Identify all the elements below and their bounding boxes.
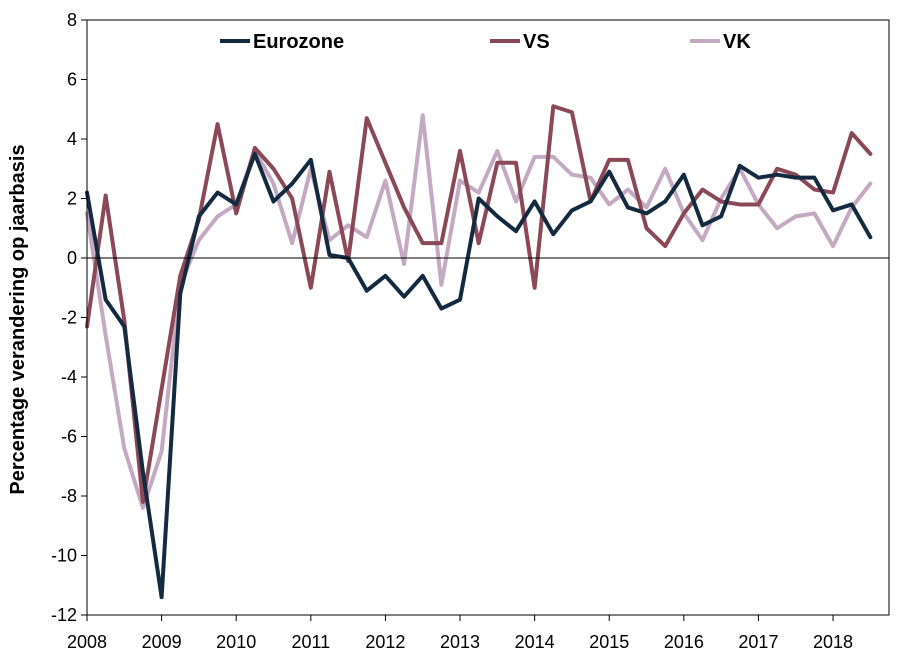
- x-tick-label: 2014: [515, 632, 555, 652]
- y-tick-label: -6: [61, 427, 77, 447]
- x-tick-label: 2010: [216, 632, 256, 652]
- x-tick-label: 2017: [738, 632, 778, 652]
- y-tick-label: 6: [67, 70, 77, 90]
- x-tick-label: 2009: [142, 632, 182, 652]
- legend-label: VS: [523, 31, 550, 53]
- y-tick-label: -10: [51, 546, 77, 566]
- x-tick-label: 2018: [813, 632, 853, 652]
- x-tick-label: 2012: [365, 632, 405, 652]
- legend-label: Eurozone: [253, 31, 344, 53]
- legend-label: VK: [723, 31, 751, 53]
- y-tick-label: 0: [67, 248, 77, 268]
- x-tick-label: 2013: [440, 632, 480, 652]
- x-axis-ticks: 2008 2009 2010 2011 2012 2013 2014 2015 2016 2017…: [67, 615, 853, 652]
- y-tick-label: -12: [51, 605, 77, 625]
- y-tick-label: 8: [67, 10, 77, 30]
- plot-frame: [86, 19, 890, 616]
- series-line-vs: [85, 104, 873, 504]
- x-tick-label: 2011: [291, 632, 330, 652]
- y-tick-label: -8: [61, 486, 77, 506]
- y-axis-ticks: -12 -10 -8 -6 -4 -2 0 2 4 6 8: [51, 10, 87, 625]
- x-tick-label: 2015: [589, 632, 629, 652]
- y-tick-label: 2: [67, 189, 77, 209]
- legend: Eurozone VS VK: [220, 31, 751, 53]
- y-axis-title: Percentage verandering op jaarbasis: [7, 144, 29, 494]
- series-line-eurozone: [85, 151, 873, 600]
- x-tick-label: 2016: [664, 632, 704, 652]
- y-tick-label: 4: [67, 129, 77, 149]
- y-tick-label: -4: [61, 367, 77, 387]
- y-tick-label: -2: [61, 308, 77, 328]
- series-lines: [85, 104, 873, 600]
- x-tick-label: 2008: [67, 632, 107, 652]
